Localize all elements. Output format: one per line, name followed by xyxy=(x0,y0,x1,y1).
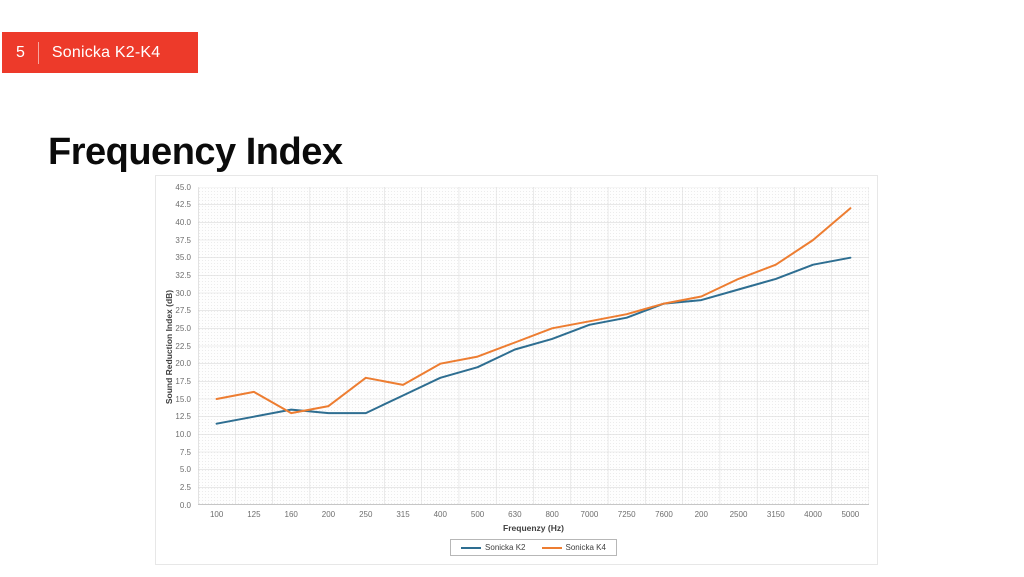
y-tick-label: 42.5 xyxy=(175,200,191,210)
y-tick-label: 45.0 xyxy=(175,182,191,192)
badge-divider xyxy=(37,41,39,64)
y-tick-labels: 45.0 42.5 40.0 37.5 35.0 32.5 30.0 27.5 25.0 22.5… xyxy=(156,183,193,510)
y-tick-label: 0.0 xyxy=(179,500,191,510)
y-tick-label: 30.0 xyxy=(175,288,191,298)
x-tick-label: 250 xyxy=(359,510,373,519)
series-sonicka-k4 xyxy=(215,207,852,415)
series-sonicka-k2 xyxy=(215,256,852,425)
legend-item: Sonicka K2 xyxy=(461,543,526,552)
x-tick-label: 400 xyxy=(433,510,447,519)
x-tick-labels: 100 125 160 200 250 315 400 500 630 800 7000 7250 76… xyxy=(198,510,869,520)
x-tick-label: 7600 xyxy=(655,510,673,519)
y-tick-label: 2.5 xyxy=(179,482,191,492)
y-tick-label: 40.0 xyxy=(175,217,191,227)
y-tick-label: 32.5 xyxy=(175,270,191,280)
chart-svg xyxy=(198,187,869,505)
y-tick-label: 5.0 xyxy=(179,465,191,475)
y-tick-label: 37.5 xyxy=(175,235,191,245)
slide-badge: 5 Sonicka K2-K4 xyxy=(2,32,198,73)
y-tick-label: 15.0 xyxy=(175,394,191,404)
plot-area xyxy=(198,187,869,505)
x-tick-label: 100 xyxy=(209,510,224,519)
x-tick-label: 125 xyxy=(247,510,261,519)
x-tick-label: 200 xyxy=(694,510,708,519)
legend-line-swatch xyxy=(461,546,482,549)
x-tick-label: 7250 xyxy=(617,510,636,519)
legend-line-swatch xyxy=(541,546,562,549)
x-tick-label: 500 xyxy=(470,510,485,519)
slide-number: 5 xyxy=(16,43,25,61)
chart-legend: Sonicka K2 Sonicka K4 xyxy=(450,539,617,556)
y-tick-label: 27.5 xyxy=(175,306,191,316)
badge-title: Sonicka K2-K4 xyxy=(51,43,161,61)
x-tick-label: 2500 xyxy=(729,510,748,519)
frequency-index-chart: Sound Reduction Index (dB) 45.0 42.5 40.0 3… xyxy=(155,175,878,565)
x-tick-label: 160 xyxy=(284,510,298,519)
page-title: Frequency Index xyxy=(48,131,343,174)
legend-row: Sonicka K2 Sonicka K4 xyxy=(198,539,869,556)
x-tick-label: 630 xyxy=(508,510,522,519)
x-tick-label: 800 xyxy=(545,510,559,519)
y-tick-label: 12.5 xyxy=(175,412,191,422)
x-tick-label: 5000 xyxy=(841,510,860,519)
y-tick-label: 35.0 xyxy=(175,253,191,263)
y-tick-label: 20.0 xyxy=(175,359,191,369)
x-tick-label: 315 xyxy=(396,510,410,519)
y-tick-label: 22.5 xyxy=(175,341,191,351)
y-tick-label: 25.0 xyxy=(175,323,191,333)
y-tick-label: 7.5 xyxy=(179,447,191,457)
legend-item: Sonicka K4 xyxy=(541,543,606,552)
x-tick-label: 3150 xyxy=(766,510,785,519)
x-axis-title: Frequenzy (Hz) xyxy=(503,523,564,533)
y-tick-label: 10.0 xyxy=(175,429,191,439)
x-tick-label: 4000 xyxy=(804,510,822,519)
x-tick-label: 7000 xyxy=(580,510,599,519)
x-tick-label: 200 xyxy=(321,510,336,519)
legend-label: Sonicka K4 xyxy=(565,543,606,552)
y-tick-label: 17.5 xyxy=(175,376,191,386)
legend-label: Sonicka K2 xyxy=(485,543,526,552)
